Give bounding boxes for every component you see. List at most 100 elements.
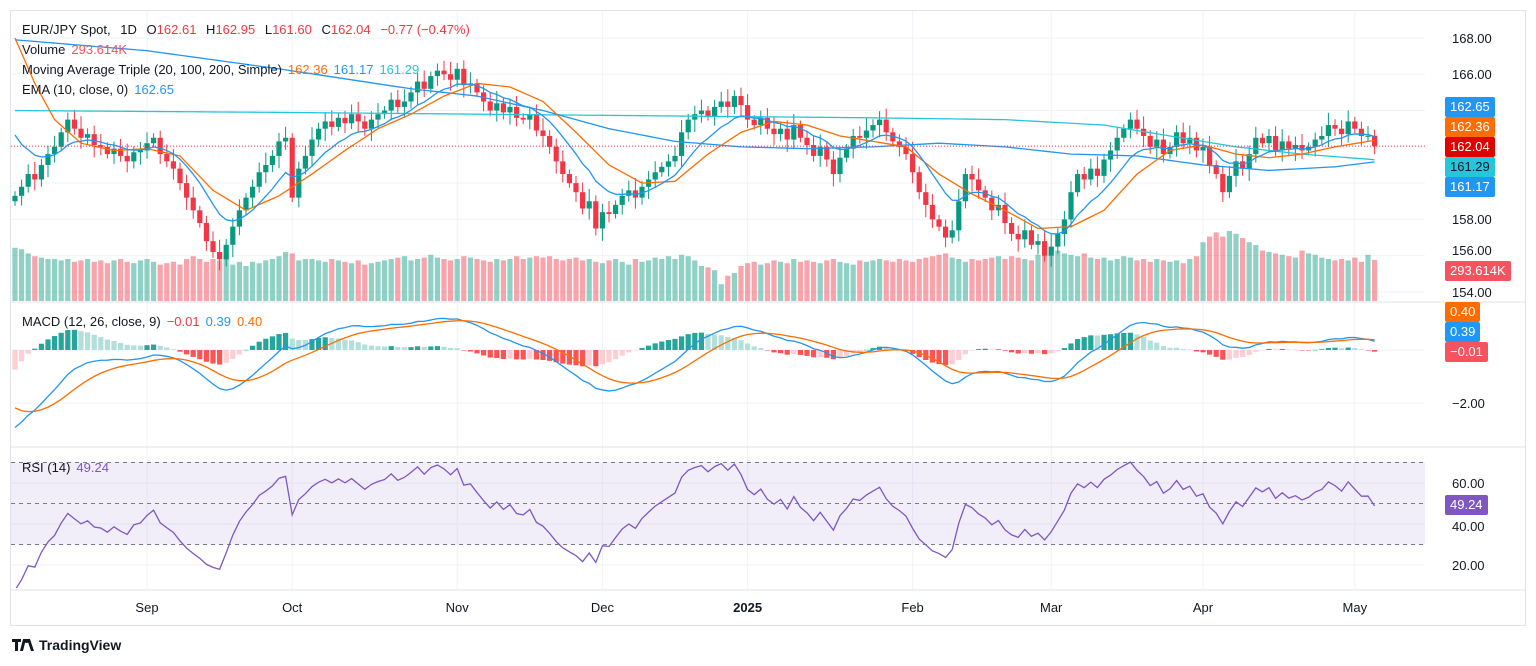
macd-hist-bar xyxy=(71,329,77,350)
macd-hist-bar xyxy=(1213,350,1219,357)
macd-tick: −2.00 xyxy=(1452,396,1485,411)
macd-line-value: 0.39 xyxy=(205,314,231,329)
candle xyxy=(566,169,572,188)
macd-hist-bar xyxy=(553,350,559,363)
macd-hist-bar xyxy=(593,350,599,367)
candle xyxy=(533,104,539,137)
macd-hist-bar xyxy=(712,334,718,350)
macd-hist-bar xyxy=(830,350,836,360)
candle xyxy=(573,175,579,202)
macd-hist-bar xyxy=(78,331,84,350)
volume-bar xyxy=(665,256,671,301)
candle xyxy=(309,127,315,167)
candle-body xyxy=(1002,204,1008,224)
macd-legend[interactable]: MACD (12, 26, close, 9) −0.01 0.39 0.40 xyxy=(22,314,268,330)
volume-bar xyxy=(217,260,223,301)
volume-bar xyxy=(170,261,176,301)
volume-legend-value: 293.614K xyxy=(71,42,128,57)
candle-body xyxy=(705,110,711,117)
candle-body xyxy=(877,119,883,126)
volume-bar xyxy=(184,259,190,301)
volume-bar xyxy=(1147,261,1153,301)
macd-hist-bar xyxy=(626,350,632,353)
candle-body xyxy=(745,105,751,120)
macd-hist-bar xyxy=(507,350,513,359)
volume-bar xyxy=(566,259,572,301)
candle xyxy=(679,120,685,167)
volume-bar xyxy=(890,261,896,301)
volume-bar xyxy=(1101,257,1107,301)
macd-hist-bar xyxy=(665,340,671,350)
volume-bar xyxy=(870,260,876,301)
interval-label: 1D xyxy=(120,22,137,37)
candle-body xyxy=(685,119,691,133)
volume-bar xyxy=(1108,260,1114,301)
candle xyxy=(1114,126,1120,159)
candle-body xyxy=(725,101,731,107)
macd-hist-bar xyxy=(870,348,876,350)
volume-bar xyxy=(1233,233,1239,301)
rsi-legend[interactable]: RSI (14) 49.24 xyxy=(22,460,115,476)
open-label: O xyxy=(146,22,157,37)
tradingview-logo[interactable]: TradingView xyxy=(12,637,121,653)
candle-body xyxy=(712,106,718,117)
volume-bar xyxy=(514,256,520,301)
macd-hist-bar xyxy=(982,348,988,350)
volume-bar xyxy=(362,264,368,301)
volume-bar xyxy=(118,259,124,301)
volume-bar xyxy=(1352,257,1358,301)
macd-hist-bar xyxy=(751,346,757,350)
macd-hist-bar xyxy=(698,332,704,350)
macd-hist-bar xyxy=(283,332,289,350)
macd-hist-bar xyxy=(764,350,770,351)
macd-hist-bar xyxy=(685,334,691,350)
candle-body xyxy=(1319,135,1325,140)
candle-body xyxy=(329,121,335,127)
macd-legend-label: MACD (12, 26, close, 9) xyxy=(22,314,161,329)
volume-bar xyxy=(995,256,1001,301)
macd-hist-bar xyxy=(1226,350,1232,360)
volume-bar xyxy=(560,260,566,301)
volume-bar xyxy=(1174,260,1180,301)
low-value: 161.60 xyxy=(272,22,312,37)
volume-bar xyxy=(837,261,843,301)
macd-hist-bar xyxy=(824,350,830,358)
candle xyxy=(606,201,612,223)
volume-bar xyxy=(197,259,203,301)
macd-hist-bar xyxy=(679,336,685,350)
macd-hist-bar xyxy=(619,350,625,356)
candle xyxy=(949,220,955,244)
macd-hist-bar xyxy=(949,350,955,365)
volume-bar xyxy=(1240,238,1246,301)
macd-signal-tag: 0.40 xyxy=(1445,302,1481,322)
macd-hist-bar xyxy=(1286,349,1292,351)
volume-bar xyxy=(797,261,803,301)
macd-hist-bar xyxy=(12,350,18,370)
candle xyxy=(850,128,856,159)
macd-hist-bar xyxy=(98,337,104,350)
ma200-price-tag: 161.29 xyxy=(1445,157,1495,177)
macd-hist-bar xyxy=(527,350,533,359)
ema-legend[interactable]: EMA (10, close, 0) 162.65 xyxy=(22,82,180,98)
candle-body xyxy=(639,186,645,198)
ma-legend[interactable]: Moving Average Triple (20, 100, 200, Sim… xyxy=(22,62,425,78)
macd-hist-bar xyxy=(217,350,223,365)
candle-body xyxy=(395,99,401,107)
volume-bar xyxy=(382,260,388,301)
candle-body xyxy=(157,137,163,155)
macd-hist-bar xyxy=(738,340,744,350)
candle-body xyxy=(665,161,671,167)
volume-bar xyxy=(1022,259,1028,301)
symbol-label[interactable]: EUR/JPY Spot xyxy=(22,22,108,37)
candle-body xyxy=(1068,192,1074,220)
candle xyxy=(877,111,883,138)
volume-bar xyxy=(263,260,269,301)
volume-legend[interactable]: Volume 293.614K xyxy=(22,42,133,58)
candle-body xyxy=(863,130,869,138)
volume-bar xyxy=(1266,252,1272,301)
volume-bar xyxy=(1299,250,1305,301)
volume-tag: 293.614K xyxy=(1445,261,1511,281)
candle-body xyxy=(824,146,830,160)
candle xyxy=(368,111,374,142)
